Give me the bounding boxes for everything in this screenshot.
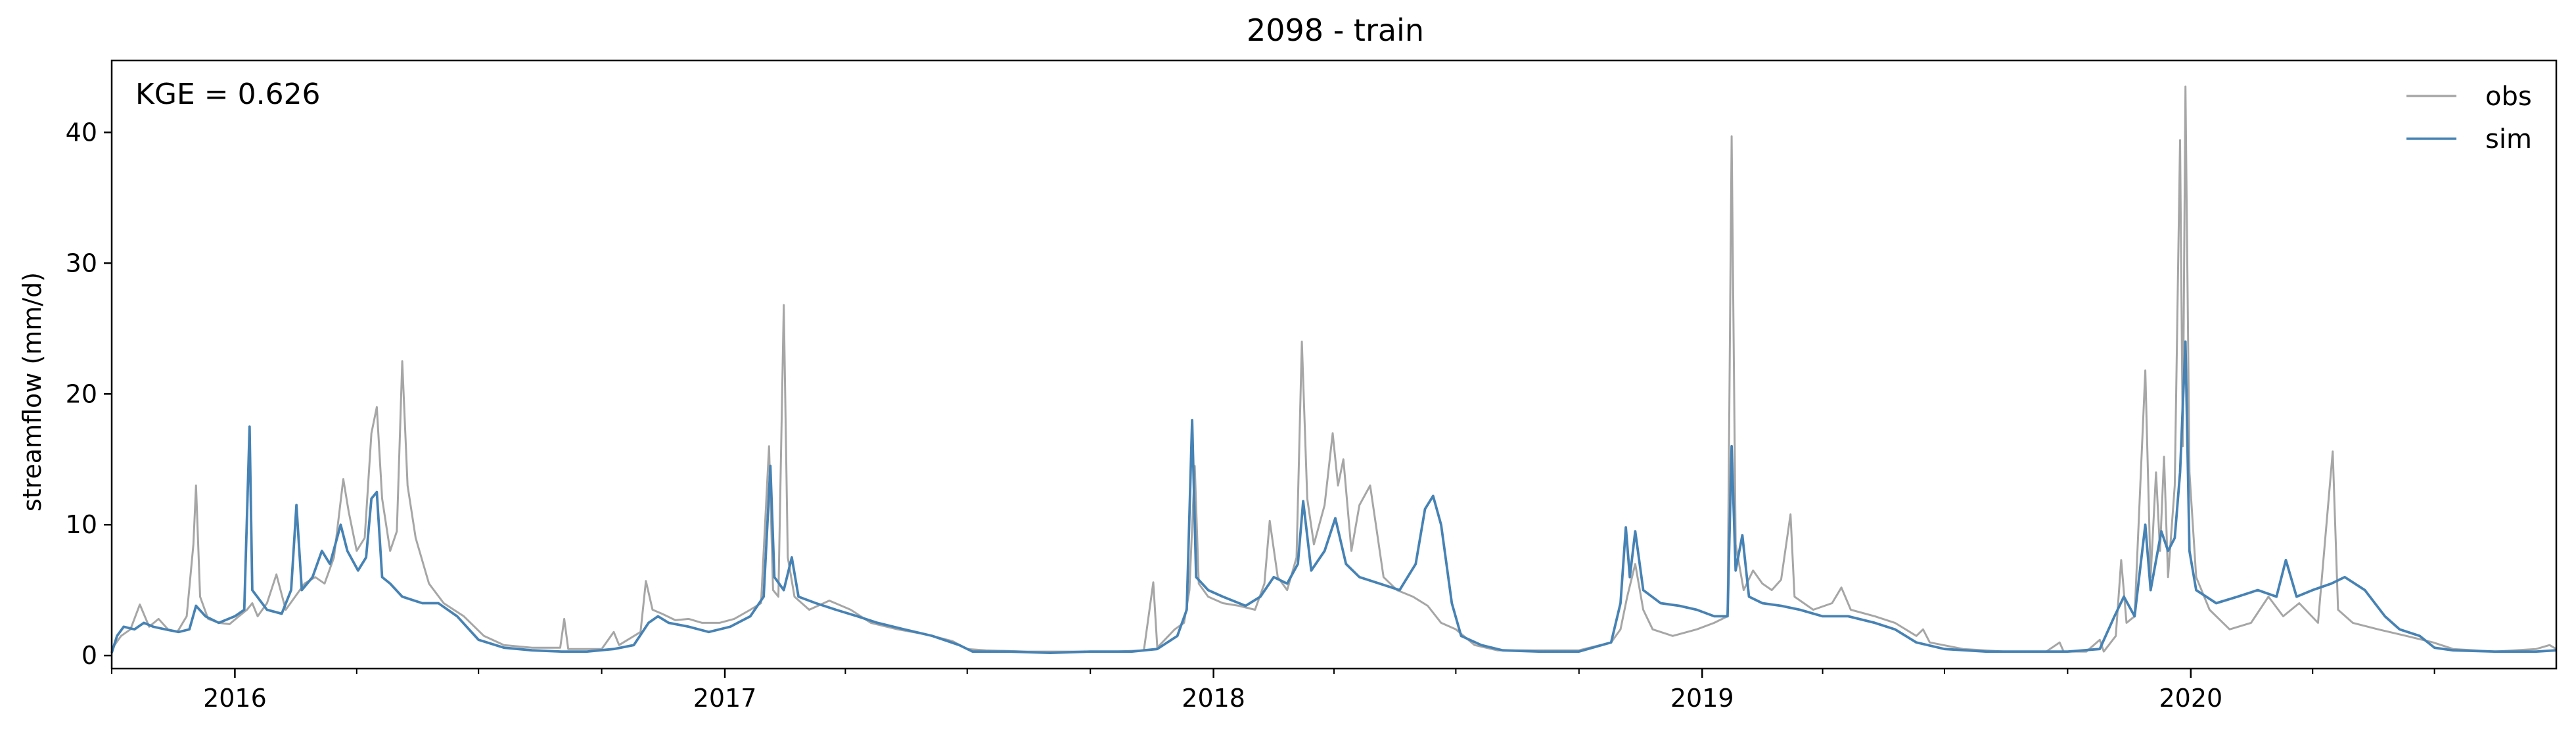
x-tick-label: 2020 bbox=[2159, 684, 2222, 713]
y-axis: 0 10 20 30 40 bbox=[66, 118, 112, 670]
legend: obs sim bbox=[2406, 82, 2532, 154]
y-tick-label: 0 bbox=[81, 641, 97, 670]
x-tick-label: 2017 bbox=[693, 684, 757, 713]
x-tick-label: 2018 bbox=[1182, 684, 1245, 713]
chart-title: 2098 - train bbox=[1247, 12, 1424, 48]
legend-label-obs: obs bbox=[2485, 82, 2532, 112]
kge-annotation: KGE = 0.626 bbox=[135, 78, 321, 111]
plot-frame bbox=[110, 59, 2558, 670]
series-line-sim bbox=[110, 340, 2557, 654]
y-axis-label: streamflow (mm/d) bbox=[18, 272, 47, 511]
y-tick-label: 40 bbox=[66, 118, 97, 147]
x-tick-label: 2019 bbox=[1670, 684, 1734, 713]
series-layer bbox=[110, 85, 2557, 654]
series-line-obs bbox=[110, 85, 2557, 653]
y-tick-label: 20 bbox=[66, 379, 97, 408]
legend-label-sim: sim bbox=[2485, 124, 2532, 154]
y-tick-label: 30 bbox=[66, 249, 97, 277]
x-tick-label: 2016 bbox=[203, 684, 267, 713]
y-tick-label: 10 bbox=[66, 510, 97, 539]
x-axis: 2016 2017 2018 2019 2020 bbox=[111, 669, 2435, 713]
